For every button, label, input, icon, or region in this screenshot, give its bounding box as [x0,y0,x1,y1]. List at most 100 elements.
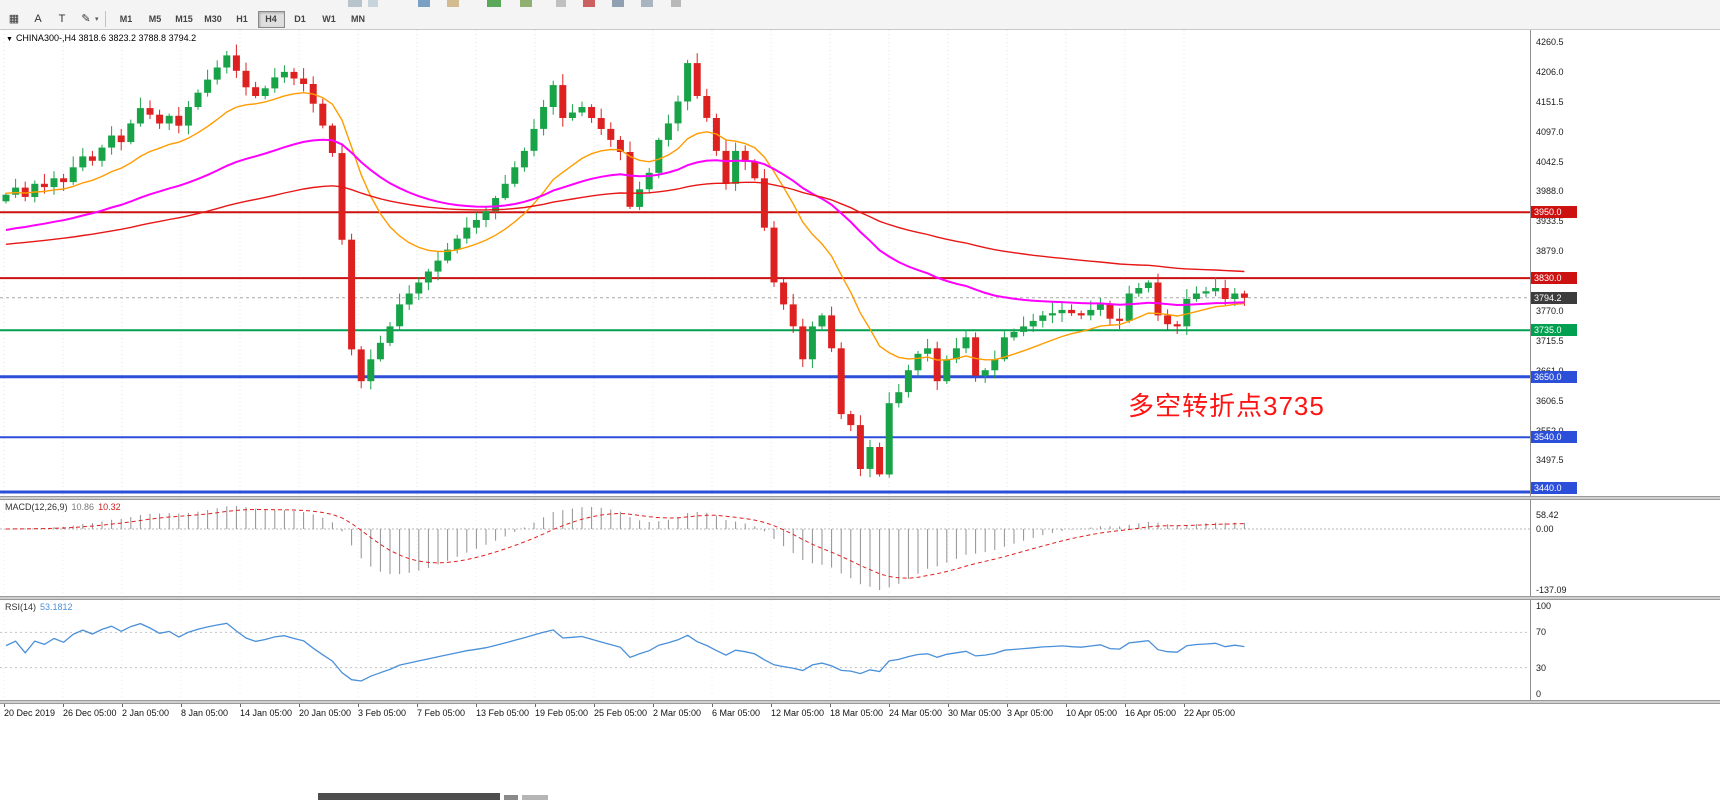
time-axis-label: 20 Dec 2019 [4,708,56,718]
macd-signal-value: 10.32 [98,502,121,512]
price-axis-label: 4151.5 [1536,96,1564,107]
time-axis-label: 30 Mar 05:00 [948,708,1002,718]
draw-tools-button[interactable]: ✎ [75,10,97,28]
toolbar-icon-fragment [520,0,532,7]
price-axis-label: 3497.5 [1536,455,1564,466]
time-tick [240,704,241,707]
price-level-tag: 3830.0 [1531,272,1577,285]
price-axis-label: 4097.0 [1536,126,1564,137]
text-label-tool-button[interactable]: A [27,10,49,28]
timeframe-m15[interactable]: M15 [171,11,198,28]
panel-splitter[interactable] [0,700,1720,704]
chevron-down-icon[interactable]: ▾ [95,16,99,23]
rsi-label: RSI(14) 53.1812 [5,602,73,612]
time-axis-label: 16 Apr 05:00 [1125,708,1177,718]
toolbar-icon-fragment [447,0,459,7]
time-tick [476,704,477,707]
time-axis-label: 13 Feb 05:00 [476,708,530,718]
timeframe-mn[interactable]: MN [345,11,372,28]
time-tick [653,704,654,707]
toolbar-cutoff-icons [0,0,1720,8]
rsi-panel[interactable]: RSI(14) 53.1812 100 70 30 0 [0,600,1720,700]
timeframe-d1[interactable]: D1 [287,11,314,28]
macd-axis[interactable]: 58.42 0.00 -137.09 [1530,500,1720,596]
macd-panel[interactable]: MACD(12,26,9) 10.86 10.32 58.42 0.00 -137.09 [0,500,1720,596]
rsi-axis-label: 30 [1536,662,1547,673]
timeframe-h1[interactable]: H1 [229,11,256,28]
price-axis-label: 3770.0 [1536,306,1564,316]
chart-annotation-text: 多空转折点3735 [1128,391,1325,421]
macd-main-value: 10.86 [71,502,95,512]
price-level-tag: 3650.0 [1531,370,1577,383]
panel-splitter[interactable] [0,596,1720,600]
bottom-strip [0,724,1720,800]
panel-splitter[interactable] [0,496,1720,500]
price-chart-canvas[interactable] [0,30,1530,496]
toolbar-icon-fragment [348,0,362,7]
price-level-tag: 3440.0 [1531,482,1577,494]
time-tick [1066,704,1067,707]
time-tick [358,704,359,707]
time-tick [1184,704,1185,707]
window-fragment [318,793,500,800]
time-axis-label: 25 Feb 05:00 [594,708,648,718]
time-tick [181,704,182,707]
time-axis-label: 22 Apr 05:00 [1184,708,1236,718]
price-axis[interactable]: 4260.5 4206.0 4151.5 4097.0 4042.5 3988.0 3933… [1530,30,1720,496]
rsi-canvas[interactable] [0,600,1530,700]
price-axis-label: 3933.5 [1536,216,1564,227]
price-level-tag: 3735.0 [1531,324,1577,337]
ohlc-values: 3818.6 3823.2 3788.8 3794.2 [78,33,197,43]
time-tick [122,704,123,707]
time-axis-label: 6 Mar 05:00 [712,708,761,718]
window-fragment [522,795,548,800]
candlesticks [2,44,1248,478]
toolbar-icon-fragment [368,0,378,7]
template-tool-button[interactable]: T [51,10,73,28]
time-axis-label: 2 Jan 05:00 [122,708,170,718]
time-axis-label: 2 Mar 05:00 [653,708,702,718]
price-level-tag: 3950.0 [1531,206,1577,219]
time-tick [4,704,5,707]
rsi-axis-label: 100 [1536,601,1552,611]
time-axis[interactable]: 20 Dec 2019 26 Dec 05:00 2 Jan 05:00 8 Jan … [0,704,1720,724]
macd-histogram [15,506,1245,590]
price-axis-label: 4206.0 [1536,66,1564,77]
rsi-value: 53.1812 [40,602,73,612]
price-axis-label: 3606.5 [1536,395,1564,406]
price-axis-label: 3661.0 [1536,366,1564,376]
price-axis-label: 3879.0 [1536,246,1564,257]
rsi-axis[interactable]: 100 70 30 0 [1530,600,1720,700]
time-axis-label: 14 Jan 05:00 [240,708,293,718]
timeframe-w1[interactable]: W1 [316,11,343,28]
time-tick [63,704,64,707]
toolbar-icon-fragment [641,0,653,7]
rsi-axis-label: 0 [1536,689,1542,699]
macd-canvas[interactable] [0,500,1530,596]
time-tick [1007,704,1008,707]
time-axis-label: 18 Mar 05:00 [830,708,884,718]
window-fragment [504,795,518,800]
chart-properties-icon[interactable]: ▦ [3,10,25,28]
price-axis-label: 3988.0 [1536,186,1564,197]
rsi-line [5,622,1245,682]
timeframe-m1[interactable]: M1 [113,11,140,28]
macd-signal-line [5,508,1245,579]
toolbar-icon-fragment [418,0,430,7]
time-tick [889,704,890,707]
time-axis-label: 3 Apr 05:00 [1007,708,1054,718]
timeframe-m30[interactable]: M30 [200,11,227,28]
time-axis-label: 26 Dec 05:00 [63,708,117,718]
symbol-period-label: CHINA300-,H4 [15,33,76,43]
price-level-tag: 3540.0 [1531,431,1577,444]
time-tick [712,704,713,707]
price-chart-panel[interactable]: ▼ CHINA300-,H4 3818.6 3823.2 3788.8 3794.… [0,30,1720,496]
timeframe-h4[interactable]: H4 [257,10,285,28]
time-tick [771,704,772,707]
time-axis-label: 3 Feb 05:00 [358,708,407,718]
time-axis-label: 8 Jan 05:00 [181,708,229,718]
price-axis-label: 3715.5 [1536,335,1564,346]
time-axis-label: 24 Mar 05:00 [889,708,943,718]
timeframe-m5[interactable]: M5 [142,11,169,28]
